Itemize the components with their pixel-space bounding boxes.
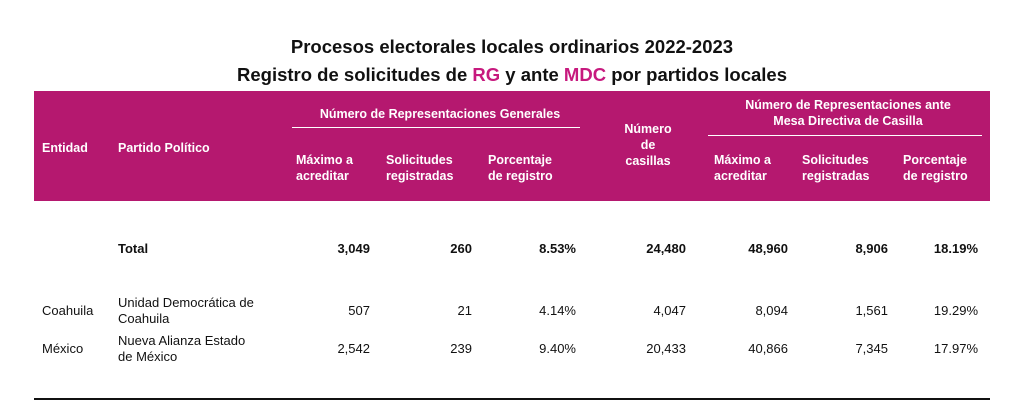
header-mdc-solicitudes: Solicitudes registradas [802,152,869,184]
header-casillas-l3: casillas [625,154,671,168]
row-mdc-sol: 7,345 [855,341,888,356]
row-mdc-pct: 17.97% [933,341,978,356]
row-partido-l1: Unidad Democrática de [118,295,254,310]
total-rg-pct: 8.53% [539,241,576,256]
row-partido: Nueva Alianza Estado de México [118,333,245,365]
report-subtitle: Registro de solicitudes de RG y ante MDC… [0,64,1024,86]
row-rg-sol: 239 [450,341,472,356]
header-mdc-solicitudes-l1: Solicitudes [802,153,869,167]
row-mdc-max: 8,094 [755,303,788,318]
header-mdc-maximo: Máximo a acreditar [714,152,771,184]
table-header [34,91,990,201]
header-rg-porcentaje-l1: Porcentaje [488,153,552,167]
row-mdc-max: 40,866 [748,341,788,356]
total-label: Total [118,241,149,256]
subtitle-text-3: por partidos locales [606,64,787,85]
row-partido-l2: Coahuila [118,311,170,326]
row-rg-pct: 9.40% [539,341,576,356]
row-mdc-sol: 1,561 [855,303,888,318]
row-casillas: 4,047 [653,303,686,318]
header-mdc-group-l1: Número de Representaciones ante [745,98,951,112]
header-rg-maximo-l1: Máximo a [296,153,353,167]
header-mdc-maximo-l2: acreditar [714,169,767,183]
row-mdc-pct: 19.29% [933,303,978,318]
total-mdc-sol: 8,906 [855,241,888,256]
header-mdc-porcentaje-l1: Porcentaje [903,153,967,167]
header-mdc-porcentaje-l2: de registro [903,169,968,183]
total-mdc-max: 48,960 [748,241,788,256]
mdc-acronym: MDC [563,64,607,85]
header-rg-solicitudes-l2: registradas [386,169,454,183]
row-entidad: Coahuila [42,303,94,318]
row-rg-max: 507 [348,303,370,318]
row-entidad: México [42,341,84,356]
header-rg-solicitudes-l1: Solicitudes [386,153,453,167]
header-partido: Partido Político [118,141,210,155]
subtitle-text-1: Registro de solicitudes de [237,64,473,85]
header-rg-maximo-l2: acreditar [296,169,349,183]
total-rg-sol: 260 [450,241,472,256]
header-mdc-solicitudes-l2: registradas [802,169,870,183]
header-rg-group: Número de Representaciones Generales [319,107,561,121]
row-rg-max: 2,542 [337,341,370,356]
header-mdc-maximo-l1: Máximo a [714,153,771,167]
row-partido-l2: de México [118,349,178,364]
total-casillas: 24,480 [646,241,686,256]
row-rg-sol: 21 [457,303,472,318]
header-rg-maximo: Máximo a acreditar [296,152,353,184]
header-mdc-group-l2: Mesa Directiva de Casilla [773,114,923,128]
header-entidad: Entidad [42,141,88,155]
rg-acronym: RG [472,64,501,85]
header-mdc-porcentaje: Porcentaje de registro [903,152,968,184]
header-casillas-l2: de [640,138,656,152]
header-mdc-group: Número de Representaciones ante Mesa Dire… [706,97,990,129]
header-rg-porcentaje: Porcentaje de registro [488,152,553,184]
header-rg-solicitudes: Solicitudes registradas [386,152,453,184]
report-title: Procesos electorales locales ordinarios … [290,36,734,57]
total-mdc-pct: 18.19% [933,241,978,256]
header-rg-porcentaje-l2: de registro [488,169,553,183]
table-bottom-rule [34,398,990,400]
row-casillas: 20,433 [646,341,686,356]
header-rg-divider [292,127,580,128]
total-rg-max: 3,049 [337,241,370,256]
row-rg-pct: 4.14% [539,303,576,318]
row-partido-l1: Nueva Alianza Estado [118,333,246,348]
header-casillas-l1: Número [624,122,672,136]
row-partido: Unidad Democrática de Coahuila [118,295,254,327]
subtitle-text-2: y ante [500,64,564,85]
header-casillas: Número de casillas [606,121,690,169]
header-mdc-divider [708,135,982,136]
